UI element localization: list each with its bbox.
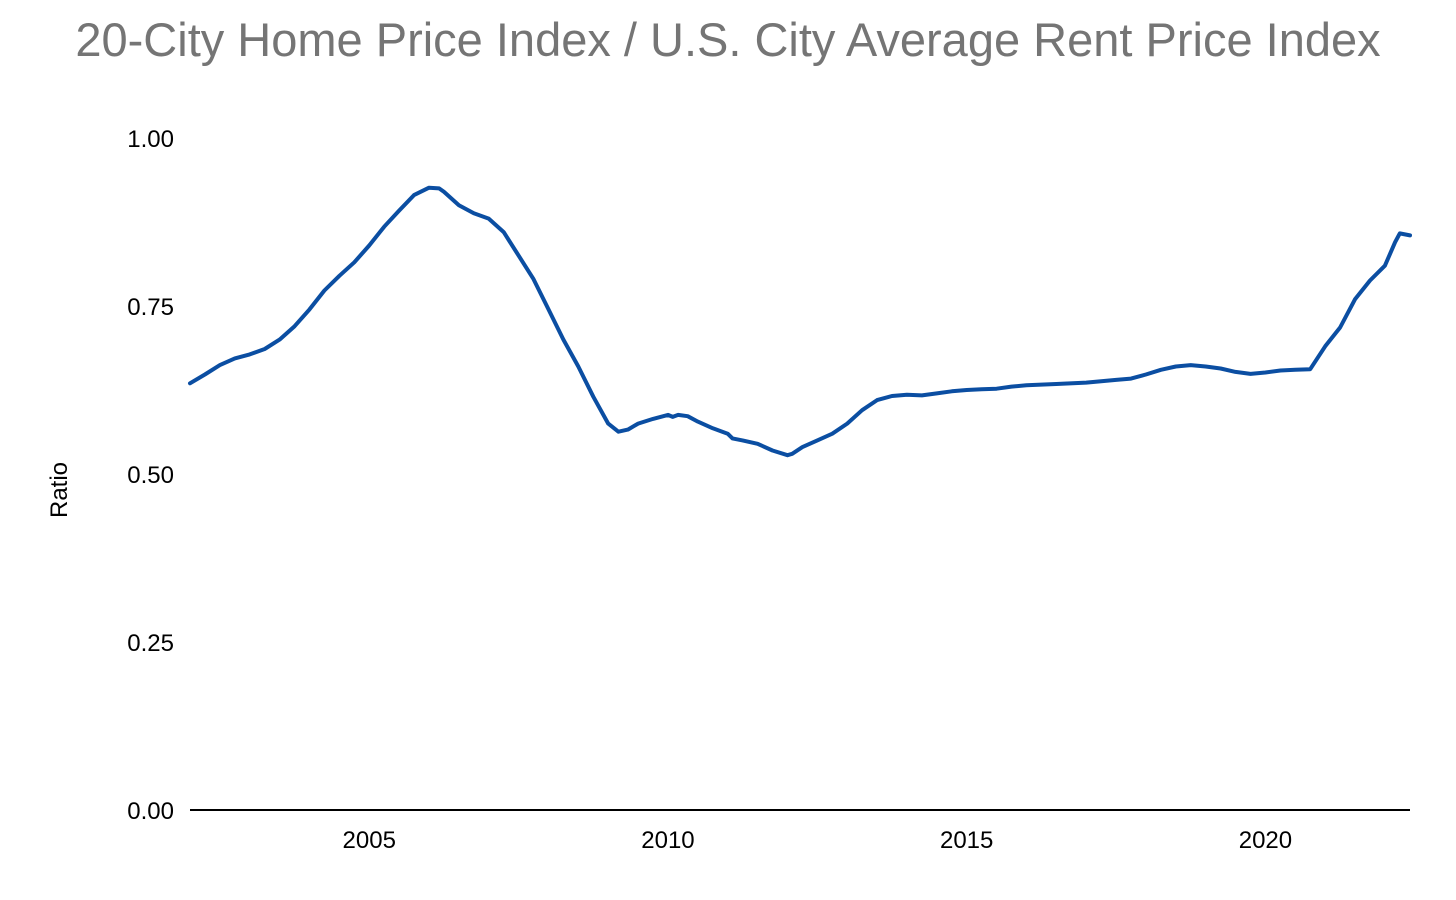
series-line	[188, 185, 1412, 458]
x-tick-label: 2005	[343, 827, 396, 854]
y-tick-label: 0.75	[127, 294, 174, 321]
x-tick-label: 2020	[1239, 827, 1292, 854]
y-axis-title: Ratio	[46, 462, 73, 518]
y-axis-tick-labels: 0.00 0.25 0.50 0.75 1.00	[127, 126, 174, 825]
x-tick-label: 2010	[641, 827, 694, 854]
x-axis-tick-labels: 2005 2010 2015 2020	[343, 827, 1293, 854]
x-tick-label: 2015	[940, 827, 993, 854]
y-tick-label: 1.00	[127, 126, 174, 153]
y-tick-label: 0.50	[127, 462, 174, 489]
chart-title: 20-City Home Price Index / U.S. City Ave…	[75, 13, 1381, 66]
y-tick-label: 0.25	[127, 630, 174, 657]
y-tick-label: 0.00	[127, 798, 174, 825]
